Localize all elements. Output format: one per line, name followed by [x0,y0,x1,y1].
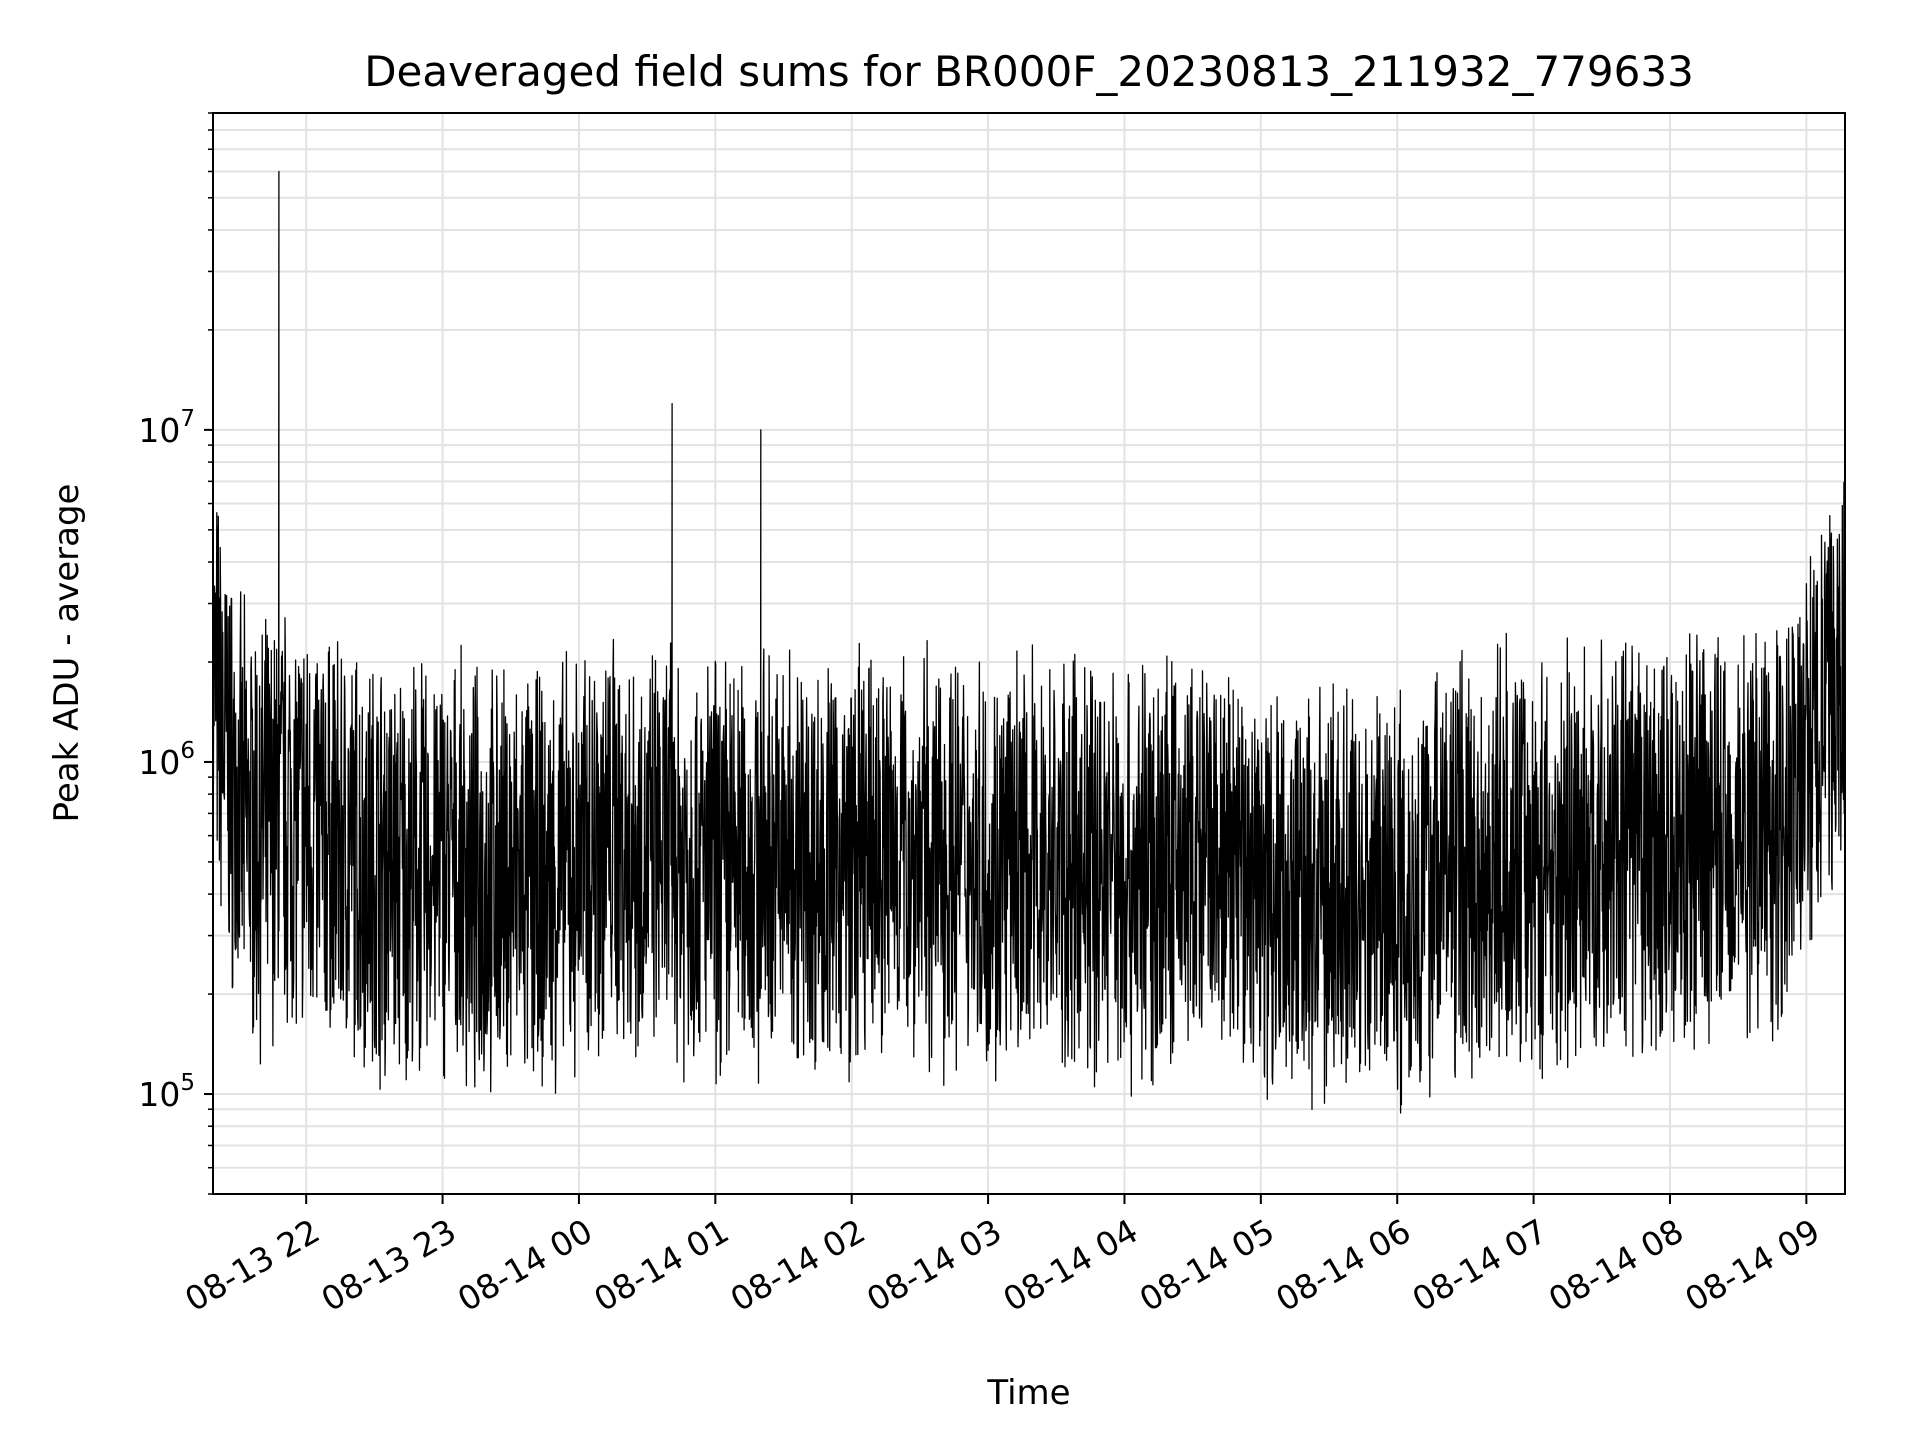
y-tick-label: 105 [138,1070,195,1114]
y-tick-label: 107 [138,406,195,450]
chart-title: Deaveraged field sums for BR000F_2023081… [364,47,1694,96]
x-axis-label: Time [986,1373,1070,1413]
data-layer [212,170,1846,1114]
data-series-line [212,170,1846,1114]
y-axis-label: Peak ADU - average [47,484,87,823]
y-tick-label: 106 [138,738,195,782]
plot-frame [212,112,1846,1195]
